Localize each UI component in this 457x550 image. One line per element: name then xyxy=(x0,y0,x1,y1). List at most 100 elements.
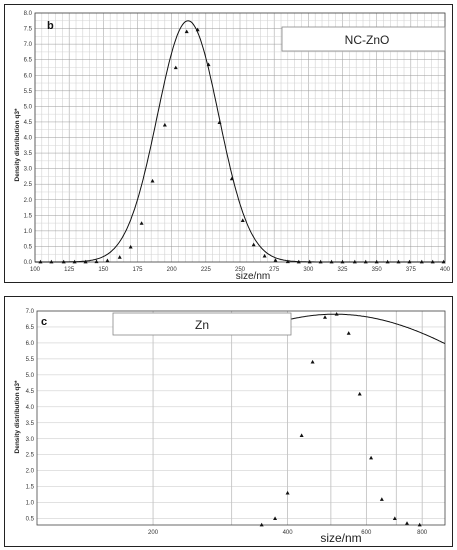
data-point xyxy=(184,29,189,34)
y-tick-label: 3.0 xyxy=(26,437,35,443)
y-tick-label: 4.5 xyxy=(26,389,35,395)
y-tick-label: 1.0 xyxy=(24,229,33,235)
data-point xyxy=(405,521,410,525)
data-point xyxy=(285,259,290,264)
data-point xyxy=(417,522,422,527)
legend-label: Zn xyxy=(195,318,209,332)
data-point xyxy=(162,122,167,127)
y-tick-label: 3.5 xyxy=(24,151,33,157)
y-axis-label: Density distribution q3* xyxy=(14,380,21,453)
data-point xyxy=(392,516,397,521)
x-tick-label: 350 xyxy=(372,267,383,273)
x-tick-label: 100 xyxy=(30,267,41,273)
y-tick-label: 0.5 xyxy=(24,244,33,250)
x-tick-label: 800 xyxy=(417,530,428,536)
x-tick-label: 375 xyxy=(406,267,417,273)
y-tick-label: 7.0 xyxy=(24,42,33,48)
data-point xyxy=(72,259,77,264)
y-tick-label: 6.5 xyxy=(26,325,35,331)
data-point xyxy=(240,218,245,223)
x-tick-label: 200 xyxy=(167,267,178,273)
data-point xyxy=(329,259,334,264)
data-point xyxy=(262,253,267,258)
x-axis-label: size/nm xyxy=(320,531,361,545)
y-tick-label: 1.5 xyxy=(26,485,35,491)
data-point xyxy=(259,522,264,527)
legend-box xyxy=(281,26,446,52)
data-point xyxy=(407,259,412,264)
data-point xyxy=(285,490,290,495)
x-tick-label: 175 xyxy=(132,267,143,273)
y-tick-label: 1.5 xyxy=(24,213,33,219)
data-point xyxy=(61,259,66,264)
y-tick-label: 4.5 xyxy=(24,120,33,126)
panel-label-b: b xyxy=(47,20,54,32)
x-tick-label: 275 xyxy=(269,267,280,273)
data-point xyxy=(299,433,304,437)
data-point xyxy=(340,259,345,264)
chart-panel-b: 0.0 0.5 1.0 1.5 2.0 2.5 3.0 3.5 4.0 4.5 5.0 5.5 6.0 6… xyxy=(4,4,453,283)
y-tick-label: 6.0 xyxy=(26,341,35,347)
y-tick-label: 8.0 xyxy=(24,11,33,17)
x-tick-label: 325 xyxy=(337,267,348,273)
legend-label: NC-ZnO xyxy=(345,33,390,47)
y-tick-label: 6.0 xyxy=(24,73,33,79)
data-point xyxy=(38,259,43,264)
y-tick-label: 3.0 xyxy=(24,167,33,173)
data-point xyxy=(117,255,122,259)
y-tick-label: 5.5 xyxy=(26,357,35,363)
data-point xyxy=(307,259,312,264)
legend-box xyxy=(112,312,292,336)
y-tick-label: 5.5 xyxy=(24,89,33,95)
data-point xyxy=(369,455,374,460)
y-tick-label: 2.5 xyxy=(24,182,33,188)
y-axis-label: Density distribution q3* xyxy=(14,108,21,181)
x-tick-label: 225 xyxy=(201,267,212,273)
x-axis-label: size/nm xyxy=(236,271,270,282)
plot-frame xyxy=(36,310,446,526)
data-point xyxy=(94,259,99,264)
data-point xyxy=(374,259,379,264)
y-tick-label: 3.5 xyxy=(26,421,35,427)
x-tick-label: 300 xyxy=(303,267,314,273)
data-point xyxy=(206,62,211,67)
y-tick-label: 7.5 xyxy=(24,27,33,33)
x-tick-label: 200 xyxy=(148,530,159,536)
y-tick-label: 4.0 xyxy=(24,136,33,142)
data-point xyxy=(49,259,54,264)
data-point xyxy=(310,359,315,364)
panel-label-c: c xyxy=(41,316,47,328)
y-tick-label: 2.5 xyxy=(26,453,35,459)
x-tick-label: 400 xyxy=(283,530,294,536)
data-point xyxy=(419,259,424,264)
data-point xyxy=(430,259,435,264)
x-tick-label: 600 xyxy=(361,530,372,536)
data-point xyxy=(251,242,256,247)
x-tick-label: 150 xyxy=(98,267,109,273)
y-tick-label: 0.5 xyxy=(26,517,35,523)
data-point xyxy=(441,259,446,264)
data-point xyxy=(346,331,351,335)
y-tick-label: 2.0 xyxy=(26,469,35,475)
data-point xyxy=(396,259,401,264)
data-point xyxy=(357,391,362,396)
plot-frame xyxy=(34,12,446,263)
y-tick-label: 2.0 xyxy=(24,198,33,204)
data-point xyxy=(273,516,278,521)
data-point xyxy=(379,497,384,501)
y-tick-label: 5.0 xyxy=(26,373,35,379)
x-tick-label: 250 xyxy=(235,267,246,273)
data-point xyxy=(139,221,144,225)
data-point xyxy=(318,259,323,264)
y-tick-label: 4.0 xyxy=(26,405,35,411)
data-point xyxy=(105,258,110,263)
data-point xyxy=(322,315,327,319)
data-point xyxy=(363,259,368,264)
data-point xyxy=(273,258,278,262)
x-tick-label: 125 xyxy=(64,267,75,273)
data-point xyxy=(195,27,200,32)
y-tick-label: 6.5 xyxy=(24,58,33,64)
data-point xyxy=(385,259,390,264)
y-tick-label: 5.0 xyxy=(24,104,33,110)
chart-panel-c: 0.5 1.0 1.5 2.0 2.5 3.0 3.5 4.0 4.5 5.0 5.5 6.0 6.5 7… xyxy=(4,296,453,547)
